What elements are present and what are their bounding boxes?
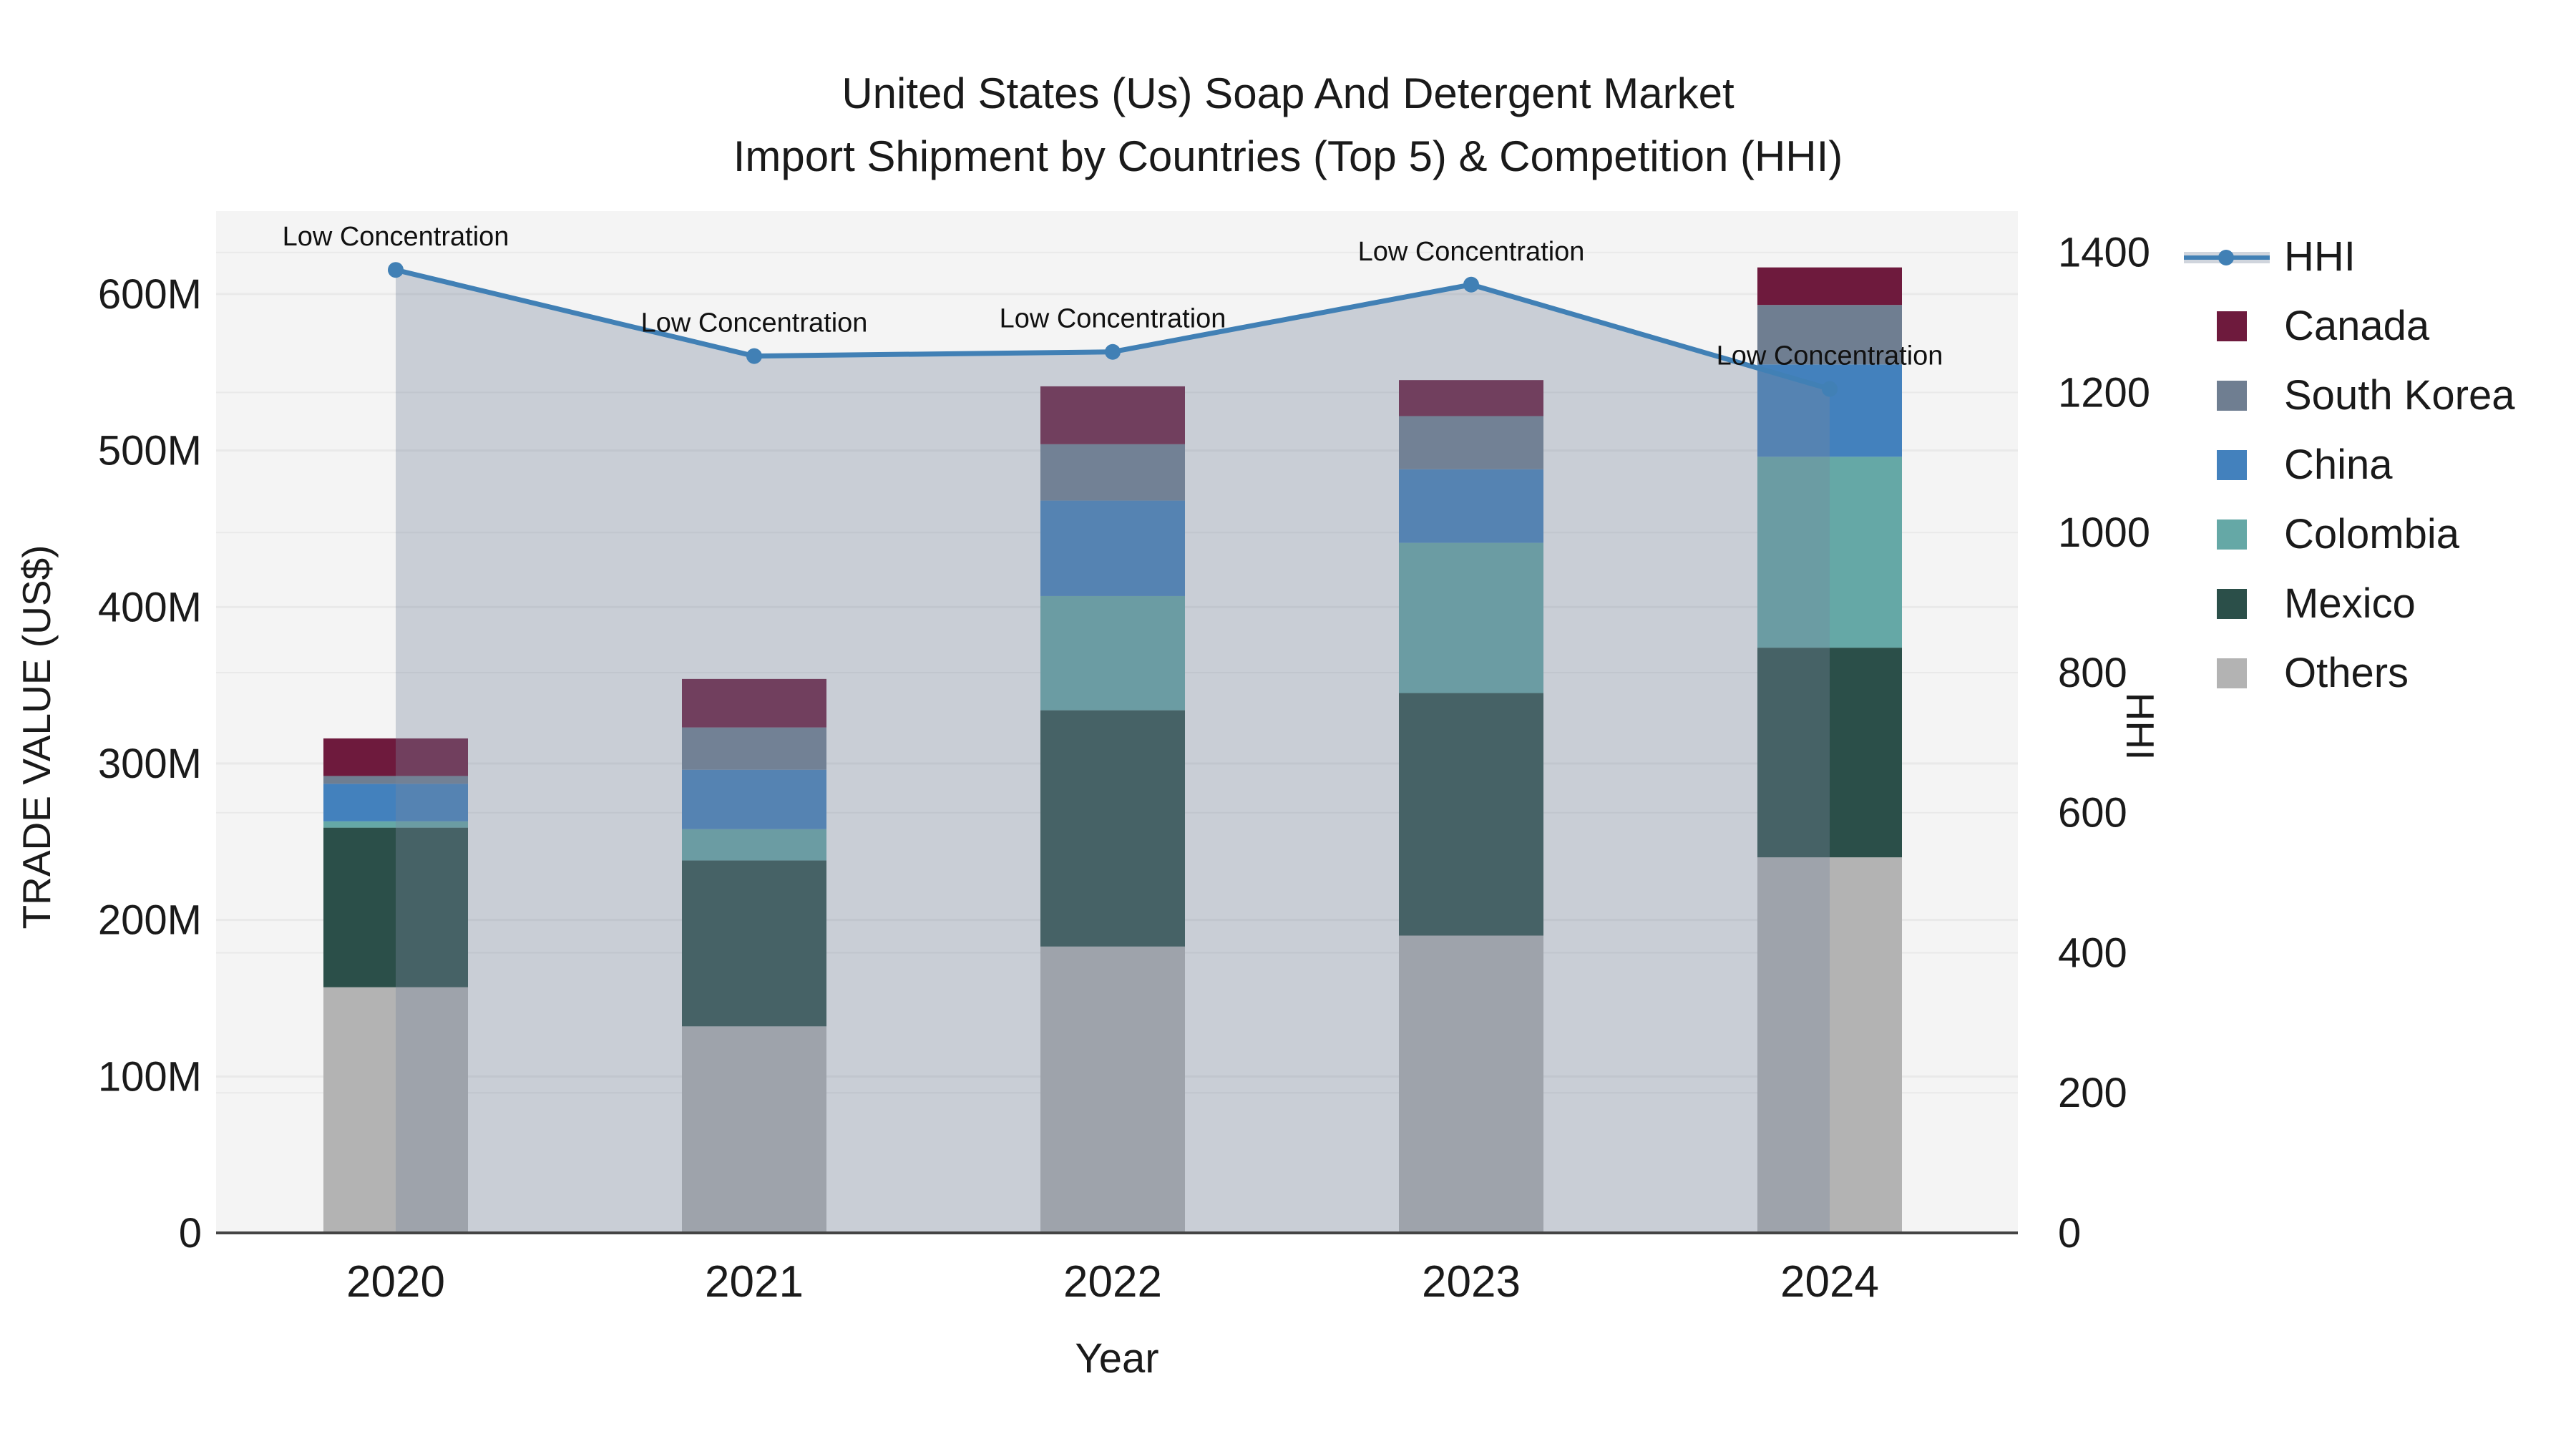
y-right-tick: 1400: [2058, 230, 2150, 276]
bar-segment-south-korea[interactable]: [1399, 416, 1543, 469]
hhi-line-legend-dot: [2218, 249, 2234, 265]
y-left-tick: 300M: [98, 741, 202, 787]
y-right-tick: 600: [2058, 790, 2127, 836]
hhi-marker-2024[interactable]: [1822, 381, 1838, 397]
x-tick-2024[interactable]: 2024: [1780, 1257, 1879, 1307]
bar-segment-canada[interactable]: [682, 678, 826, 728]
x-tick-2023[interactable]: 2023: [1422, 1257, 1521, 1307]
bar-segment-others[interactable]: [323, 987, 468, 1233]
y-right-axis-title: HHI: [2118, 693, 2162, 761]
y-left-tick: 500M: [98, 428, 202, 474]
annotation-2020: Low Concentration: [283, 222, 509, 252]
legend-label: China: [2284, 441, 2393, 488]
chart-legend: HHI Canada South Korea China Colombia Mexico O…: [2184, 222, 2570, 708]
annotation-2024: Low Concentration: [1717, 341, 1943, 371]
legend-label: Canada: [2284, 303, 2430, 349]
bar-segment-canada[interactable]: [323, 738, 468, 776]
legend-label: Others: [2284, 650, 2409, 696]
legend-swatch-colombia: [2217, 519, 2247, 550]
legend-label: South Korea: [2284, 372, 2515, 419]
chart-title-line1: United States (Us) Soap And Detergent Ma…: [841, 69, 1735, 117]
annotation-2023: Low Concentration: [1358, 237, 1585, 267]
hhi-area-fill: [396, 270, 1830, 1233]
legend-item-others[interactable]: Others: [2184, 638, 2570, 708]
bar-segment-china[interactable]: [1757, 364, 1902, 457]
legend-swatch-south-korea: [2217, 380, 2247, 411]
x-tick-2022[interactable]: 2022: [1063, 1257, 1162, 1307]
x-axis-title: Year: [1075, 1335, 1158, 1382]
y-left-tick: 600M: [98, 271, 202, 318]
legend-swatch-china: [2217, 449, 2247, 480]
legend-item-hhi[interactable]: HHI: [2184, 222, 2570, 291]
legend-swatch-mexico: [2217, 588, 2247, 619]
y-right-tick: 0: [2058, 1210, 2081, 1257]
bar-segment-mexico[interactable]: [1757, 648, 1902, 858]
bar-segment-mexico[interactable]: [323, 827, 468, 987]
y-right-tick: 400: [2058, 930, 2127, 976]
y-right-tick: 800: [2058, 650, 2127, 696]
y-left-tick: 0: [179, 1210, 202, 1257]
y-left-tick: 100M: [98, 1053, 202, 1100]
x-tick-2021[interactable]: 2021: [705, 1257, 804, 1307]
bar-segment-others[interactable]: [1757, 857, 1902, 1233]
y-right-tick: 200: [2058, 1070, 2127, 1116]
bar-segment-south-korea[interactable]: [1757, 305, 1902, 365]
bar-segment-china[interactable]: [1399, 469, 1543, 543]
y-right-tick: 1200: [2058, 369, 2150, 416]
bar-segment-china[interactable]: [323, 784, 468, 821]
y-left-axis-title: TRADE VALUE (US$): [14, 545, 59, 930]
legend-label: Mexico: [2284, 580, 2416, 627]
bar-segment-mexico[interactable]: [682, 860, 826, 1027]
bar-segment-south-korea[interactable]: [1040, 444, 1185, 501]
legend-item-colombia[interactable]: Colombia: [2184, 499, 2570, 569]
bar-segment-south-korea[interactable]: [682, 727, 826, 770]
bar-segment-others[interactable]: [1399, 935, 1543, 1233]
bar-segment-canada[interactable]: [1757, 267, 1902, 306]
x-tick-2020[interactable]: 2020: [346, 1257, 445, 1307]
legend-swatch-canada: [2217, 311, 2247, 341]
bar-segment-colombia[interactable]: [1399, 542, 1543, 693]
bar-segment-colombia[interactable]: [1757, 457, 1902, 648]
legend-item-china[interactable]: China: [2184, 430, 2570, 499]
bar-segment-colombia[interactable]: [323, 821, 468, 828]
legend-item-south-korea[interactable]: South Korea: [2184, 361, 2570, 430]
bar-segment-mexico[interactable]: [1399, 693, 1543, 936]
hhi-marker-2021[interactable]: [746, 348, 762, 364]
bar-segment-colombia[interactable]: [1040, 595, 1185, 711]
bar-segment-others[interactable]: [682, 1026, 826, 1233]
bar-segment-others[interactable]: [1040, 946, 1185, 1233]
hhi-marker-2022[interactable]: [1105, 343, 1121, 360]
legend-label: Colombia: [2284, 511, 2459, 557]
hhi-marker-2020[interactable]: [388, 262, 404, 278]
legend-item-mexico[interactable]: Mexico: [2184, 569, 2570, 638]
bar-segment-south-korea[interactable]: [323, 776, 468, 784]
bar-segment-canada[interactable]: [1399, 380, 1543, 416]
legend-label: HHI: [2284, 233, 2356, 280]
bar-segment-mexico[interactable]: [1040, 710, 1185, 947]
bar-segment-canada[interactable]: [1040, 386, 1185, 444]
legend-item-canada[interactable]: Canada: [2184, 291, 2570, 361]
annotation-2021: Low Concentration: [641, 308, 868, 338]
bar-segment-colombia[interactable]: [682, 829, 826, 861]
annotation-2022: Low Concentration: [1000, 304, 1226, 334]
hhi-line-legend-icon: [2184, 242, 2284, 272]
hhi-marker-2023[interactable]: [1463, 276, 1479, 293]
y-left-tick: 200M: [98, 897, 202, 944]
bar-segment-china[interactable]: [1040, 500, 1185, 596]
bar-segment-china[interactable]: [682, 769, 826, 829]
legend-swatch-others: [2217, 658, 2247, 688]
y-left-tick: 400M: [98, 584, 202, 630]
chart-title-line2: Import Shipment by Countries (Top 5) & C…: [733, 132, 1843, 180]
y-right-tick: 1000: [2058, 509, 2150, 556]
